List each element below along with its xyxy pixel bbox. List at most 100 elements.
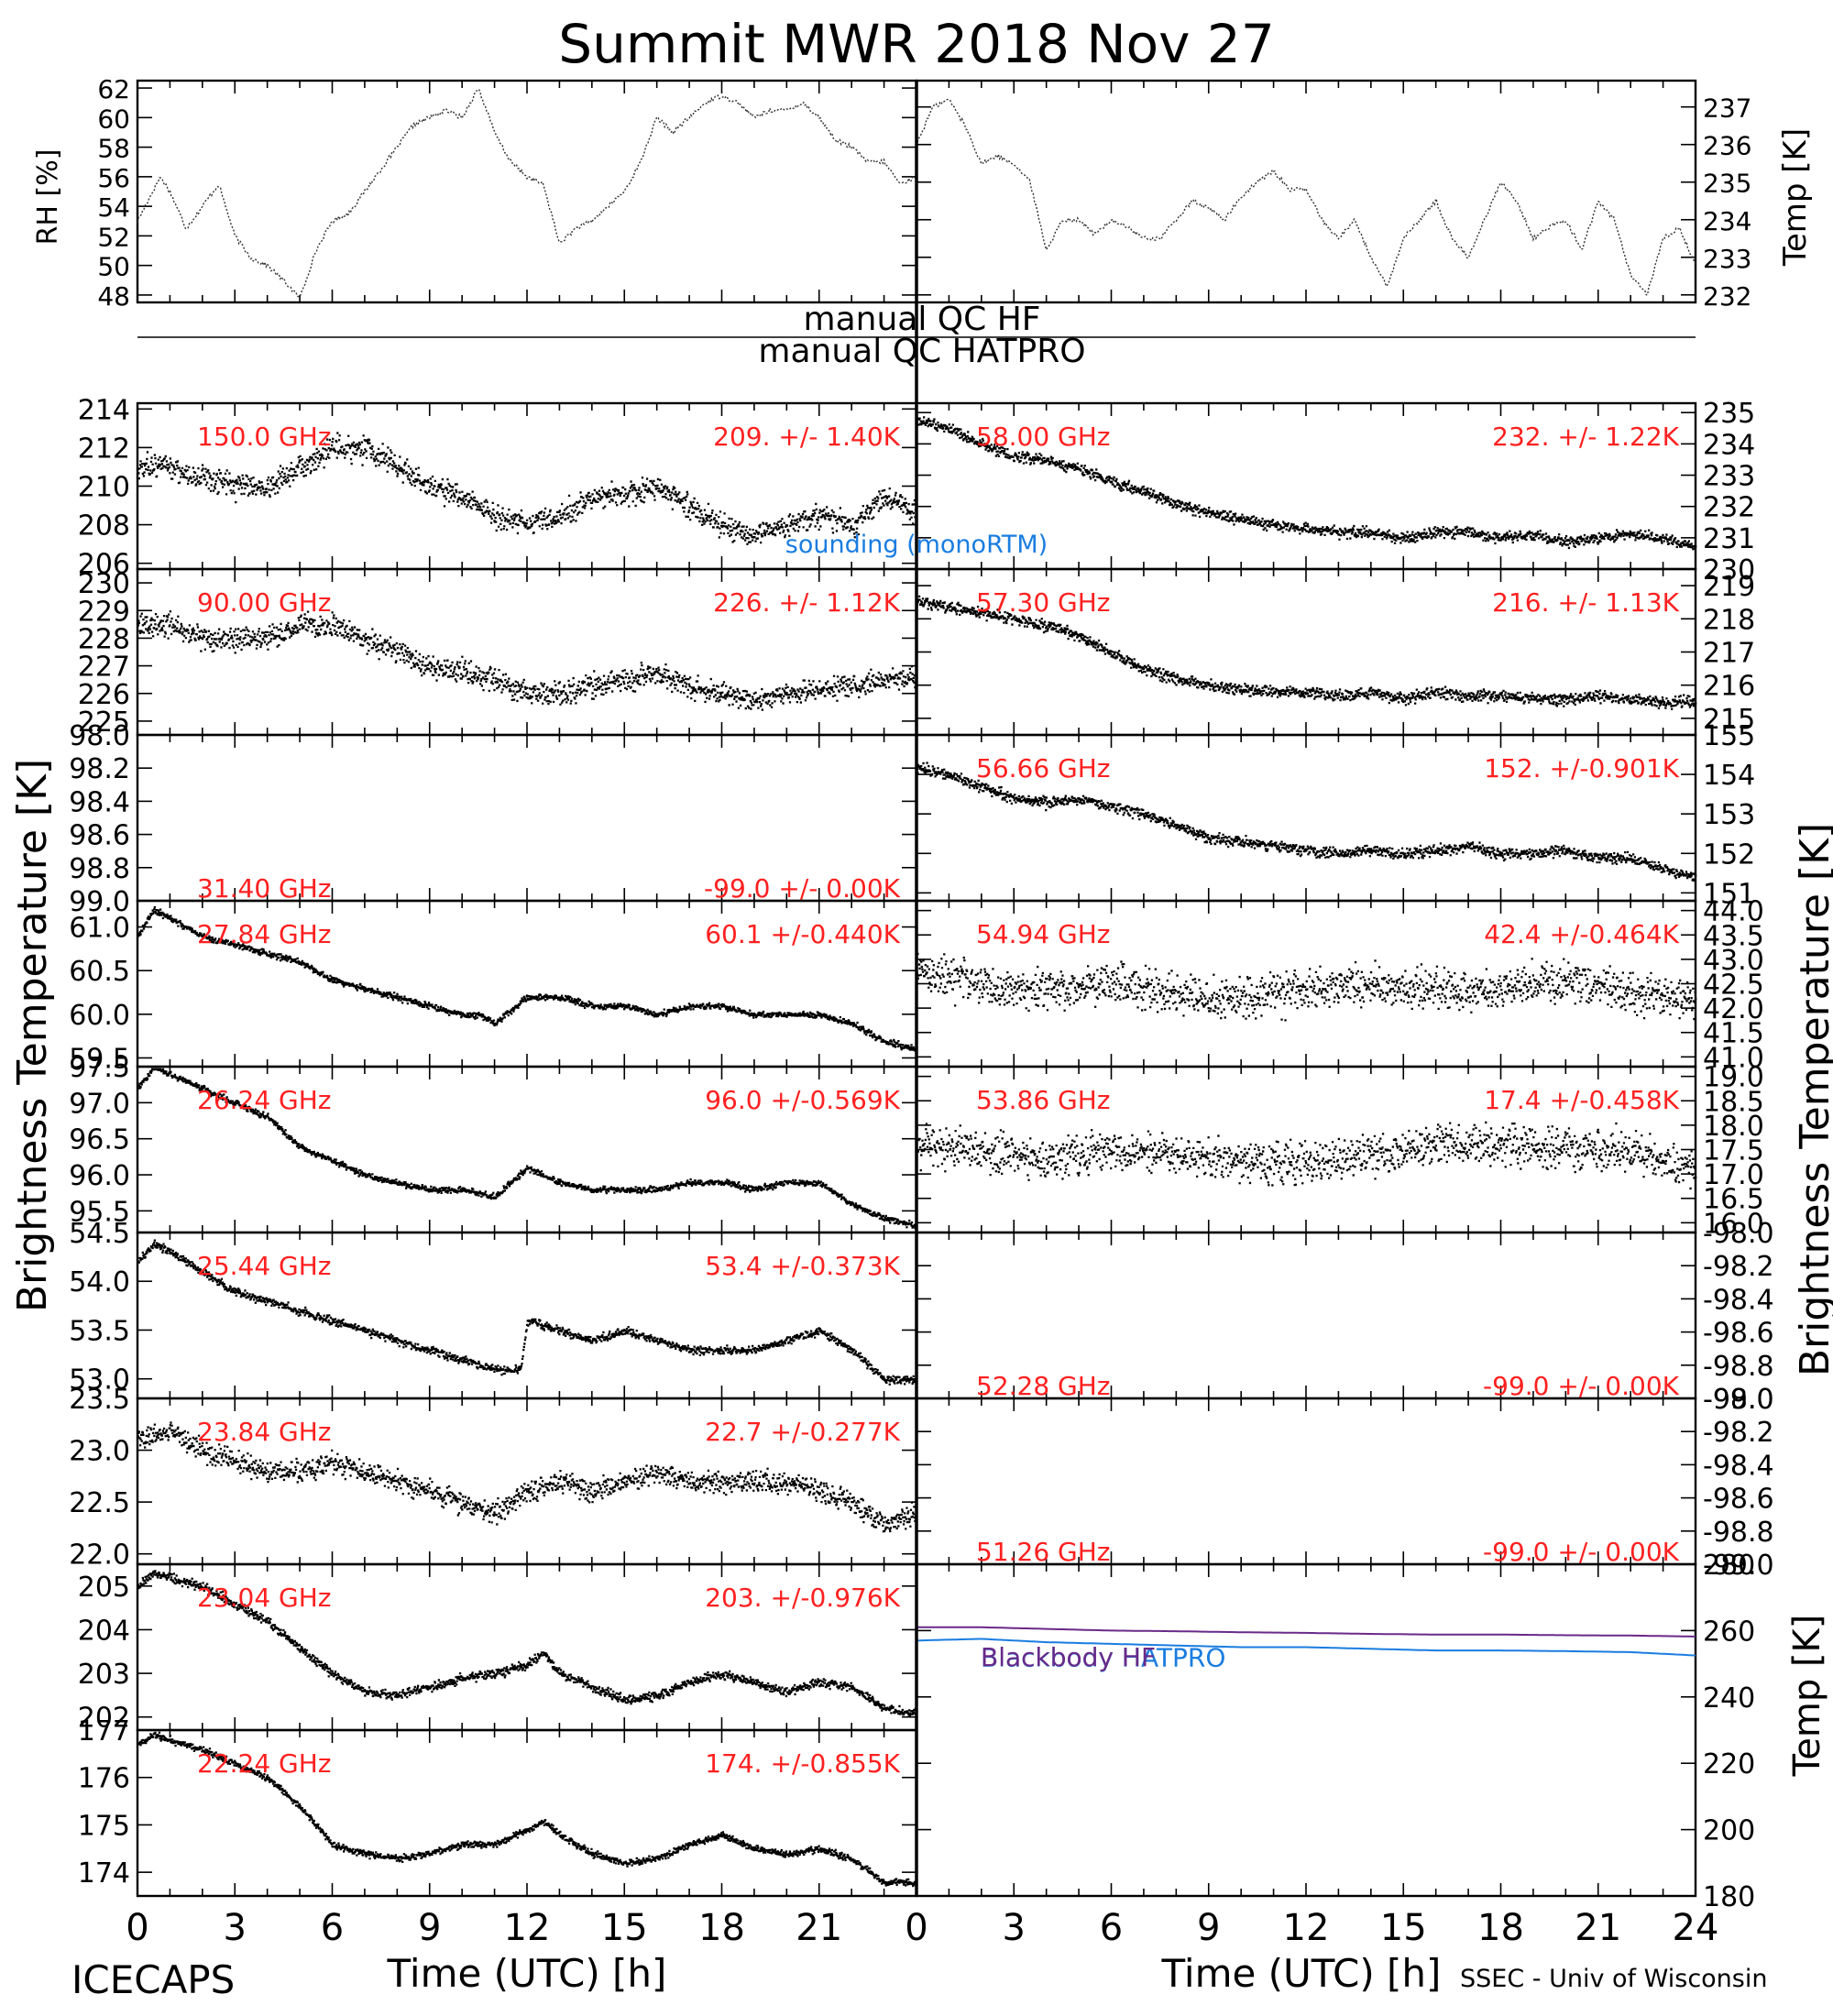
x-label-left: Time (UTC) [h]	[387, 1951, 667, 1996]
footer-ssec: SSEC - Univ of Wisconsin	[1460, 1965, 1767, 1993]
panel-22-24-ghz-channel-label: 22.24 GHz	[197, 1748, 332, 1779]
panel-58-00-ghz-stat-label: 232. +/- 1.22K	[1492, 422, 1679, 452]
panel-58-00-ghz-ytick-label: 232	[1703, 492, 1755, 524]
panel-22-24-ghz-xtick-label: 9	[418, 1907, 441, 1949]
blackbody-series-0	[916, 1638, 1696, 1657]
blackbody-panel-xtick-label: 18	[1477, 1907, 1524, 1949]
panel-25-44-ghz-channel-label: 25.44 GHz	[197, 1251, 332, 1281]
panel-23-04-ghz-points	[137, 1570, 918, 1719]
panel-57-30-ghz-stat-label: 216. +/- 1.13K	[1492, 587, 1679, 618]
panel-54-94-ghz-ytick-label: 44.0	[1703, 896, 1764, 928]
panel-150-0-ghz-ytick-label: 214	[78, 394, 130, 426]
blackbody-panel-ytick-label: 240	[1703, 1682, 1755, 1715]
panel-22-24-ghz-xtick-label: 6	[321, 1907, 344, 1949]
blackbody-panel-xtick-label: 21	[1575, 1907, 1621, 1949]
panel-58-00-ghz-ytick-label: 235	[1703, 398, 1755, 430]
panel-56-66-ghz-ytick-label: 153	[1703, 799, 1755, 831]
panel-22-24-ghz: 174 175 176 177 0 3 6 9 12 15 18 21 22.24 GHz 174. +/…	[78, 1715, 918, 1949]
air-temp-panel-frame	[915, 79, 1697, 304]
panel-25-44-ghz-stat-label: 53.4 +/-0.373K	[705, 1251, 900, 1281]
right-ylabel: Brightness Temperature [K]	[1792, 823, 1833, 1376]
blackbody-panel-xtick-label: 15	[1380, 1907, 1427, 1949]
panel-57-30-ghz-ytick-label: 216	[1703, 671, 1755, 703]
blackbody-panel: 180 200 220 240 260 280 0 3 6 9 12 15 18 21 24 Blackbod…	[905, 1550, 1755, 1949]
panel-53-86-ghz-stat-label: 17.4 +/-0.458K	[1484, 1085, 1679, 1115]
panel-26-24-ghz-ytick-label: 96.0	[69, 1160, 130, 1192]
panel-90-00-ghz-ytick-label: 230	[78, 568, 130, 600]
panel-26-24-ghz-channel-label: 26.24 GHz	[197, 1085, 332, 1115]
panel-23-84-ghz-ytick-label: 22.5	[69, 1487, 130, 1519]
panel-51-26-ghz-ytick-label: -98.0	[1703, 1384, 1774, 1416]
blackbody-panel-xtick-label: 6	[1100, 1907, 1123, 1949]
panel-90-00-ghz-ytick-label: 229	[78, 596, 130, 628]
panel-23-04-ghz-stat-label: 203. +/-0.976K	[705, 1583, 900, 1613]
panel-25-44-ghz-ytick-label: 53.0	[69, 1364, 130, 1397]
figure-title: Summit MWR 2018 Nov 27	[558, 13, 1274, 75]
panel-58-00-ghz-ytick-label: 230	[1703, 554, 1755, 586]
panel-27-84-ghz-ytick-label: 60.5	[69, 956, 130, 988]
panel-53-86-ghz-points	[916, 1121, 1697, 1190]
panel-52-28-ghz-ytick-label: -98.6	[1703, 1318, 1774, 1350]
panel-56-66-ghz-ytick-label: 154	[1703, 760, 1755, 792]
panel-52-28-ghz-ytick-label: -99.0	[1703, 1384, 1774, 1416]
panel-56-66-ghz-stat-label: 152. +/-0.901K	[1484, 753, 1679, 783]
rh-panel-ytick-label: 50	[97, 252, 130, 282]
panel-27-84-ghz-ytick-label: 59.5	[69, 1043, 130, 1075]
panel-23-84-ghz: 22.0 22.5 23.0 23.5 23.84 GHz 22.7 +/-0.277K	[69, 1384, 918, 1572]
panel-31-40-ghz: 98.098.298.498.698.899.0 31.40 GHz -99.0 +…	[69, 720, 918, 918]
panel-25-44-ghz-points	[137, 1239, 918, 1386]
panel-150-0-ghz-stat-label: 209. +/- 1.40K	[713, 422, 900, 452]
panel-23-04-ghz-ytick-label: 205	[78, 1572, 130, 1604]
panel-23-04-ghz-channel-label: 23.04 GHz	[197, 1583, 332, 1613]
panel-22-24-ghz-points	[137, 1731, 918, 1888]
panel-23-84-ghz-ytick-label: 22.0	[69, 1539, 130, 1572]
blackbody-panel-frame	[915, 1562, 1697, 1898]
panel-56-66-ghz-ytick-label: 151	[1703, 878, 1755, 910]
panel-26-24-ghz-ytick-label: 96.5	[69, 1124, 130, 1156]
panel-56-66-ghz-ytick-label: 152	[1703, 838, 1755, 871]
footer-icecaps: ICECAPS	[71, 1957, 235, 2002]
panel-90-00-ghz-ytick-label: 227	[78, 652, 130, 684]
air-temp-panel-ytick-label: 236	[1703, 131, 1751, 161]
panel-53-86-ghz-ytick-label: 17.0	[1703, 1159, 1764, 1191]
panel-150-0-ghz-ytick-label: 206	[78, 549, 130, 581]
panel-54-94-ghz-ytick-label: 43.0	[1703, 945, 1764, 977]
panel-150-0-ghz-channel-label: 150.0 GHz	[197, 422, 332, 452]
panel-53-86-ghz-ytick-label: 18.0	[1703, 1111, 1764, 1143]
panel-51-26-ghz-ytick-label: -98.2	[1703, 1417, 1774, 1449]
panel-57-30-ghz-ytick-label: 218	[1703, 604, 1755, 636]
x-label-right: Time (UTC) [h]	[1161, 1951, 1442, 1996]
panel-22-24-ghz-xtick-label: 0	[126, 1907, 148, 1949]
panel-52-28-ghz-ytick-label: -98.4	[1703, 1284, 1774, 1316]
panel-53-86-ghz-ytick-label: 16.5	[1703, 1184, 1764, 1216]
panel-53-86-ghz-channel-label: 53.86 GHz	[976, 1085, 1111, 1115]
temp-ylabel: Temp [K]	[1777, 128, 1814, 267]
panel-23-04-ghz-ytick-label: 203	[78, 1659, 130, 1691]
left-ylabel: Brightness Temperature [K]	[9, 759, 56, 1312]
air-temp-panel: 232 233 234 235 236 237	[915, 79, 1751, 312]
panel-23-04-ghz-ytick-label: 204	[78, 1615, 130, 1647]
panel-150-0-ghz-points	[137, 432, 918, 545]
panel-58-00-ghz-ytick-label: 234	[1703, 429, 1755, 461]
blackbody-panel-xtick-label: 24	[1673, 1907, 1719, 1949]
panel-27-84-ghz-ytick-label: 60.0	[69, 1000, 130, 1032]
rh-panel-ytick-label: 52	[97, 222, 130, 252]
panel-150-0-ghz-ytick-label: 212	[78, 433, 130, 465]
panel-31-40-ghz-ytick-label: 99.0	[69, 886, 130, 918]
panel-26-24-ghz: 95.5 96.0 96.5 97.0 97.5 26.24 GHz 96.0 +/-0.5…	[69, 1052, 918, 1234]
panel-54-94-ghz-ytick-label: 41.0	[1703, 1042, 1764, 1074]
panel-53-86-ghz: 16.016.517.017.518.018.519.0 53.86 GHz 17.…	[915, 1062, 1764, 1240]
blackbody-panel-ytick-label: 220	[1703, 1748, 1755, 1780]
panel-57-30-ghz-ytick-label: 217	[1703, 638, 1755, 670]
panel-22-24-ghz-xtick-label: 3	[224, 1907, 247, 1949]
air-temp-panel-series	[916, 98, 1696, 296]
blackbody-legend-0: Blackbody HATPRO	[981, 1642, 1225, 1672]
panel-150-0-ghz-ytick-label: 208	[78, 510, 130, 542]
panel-22-24-ghz-xtick-label: 15	[601, 1907, 648, 1949]
panel-51-26-ghz-ytick-label: -98.8	[1703, 1517, 1774, 1549]
panel-53-86-ghz-ytick-label: 16.0	[1703, 1208, 1764, 1240]
